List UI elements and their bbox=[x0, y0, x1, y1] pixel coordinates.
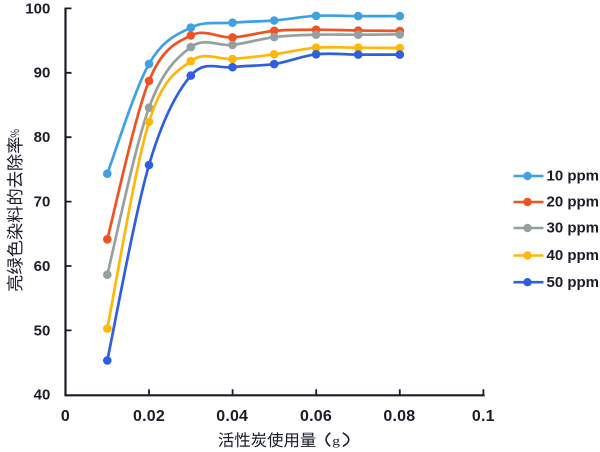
svg-text:70: 70 bbox=[34, 194, 51, 211]
svg-text:50: 50 bbox=[34, 322, 51, 339]
svg-text:0.08: 0.08 bbox=[383, 408, 415, 425]
svg-text:100: 100 bbox=[25, 0, 50, 17]
svg-text:10 ppm: 10 ppm bbox=[547, 168, 600, 185]
svg-text:80: 80 bbox=[34, 129, 51, 146]
svg-text:0.04: 0.04 bbox=[216, 408, 248, 425]
svg-text:90: 90 bbox=[34, 65, 51, 82]
svg-text:0.1: 0.1 bbox=[472, 408, 495, 425]
svg-text:60: 60 bbox=[34, 258, 51, 275]
svg-text:0.06: 0.06 bbox=[300, 408, 332, 425]
svg-text:30 ppm: 30 ppm bbox=[547, 220, 600, 237]
svg-text:20 ppm: 20 ppm bbox=[547, 194, 600, 211]
svg-text:40: 40 bbox=[34, 387, 51, 404]
svg-text:0.02: 0.02 bbox=[133, 408, 165, 425]
svg-text:40 ppm: 40 ppm bbox=[547, 247, 600, 264]
svg-text:0: 0 bbox=[61, 408, 70, 425]
svg-text:50 ppm: 50 ppm bbox=[547, 274, 600, 291]
